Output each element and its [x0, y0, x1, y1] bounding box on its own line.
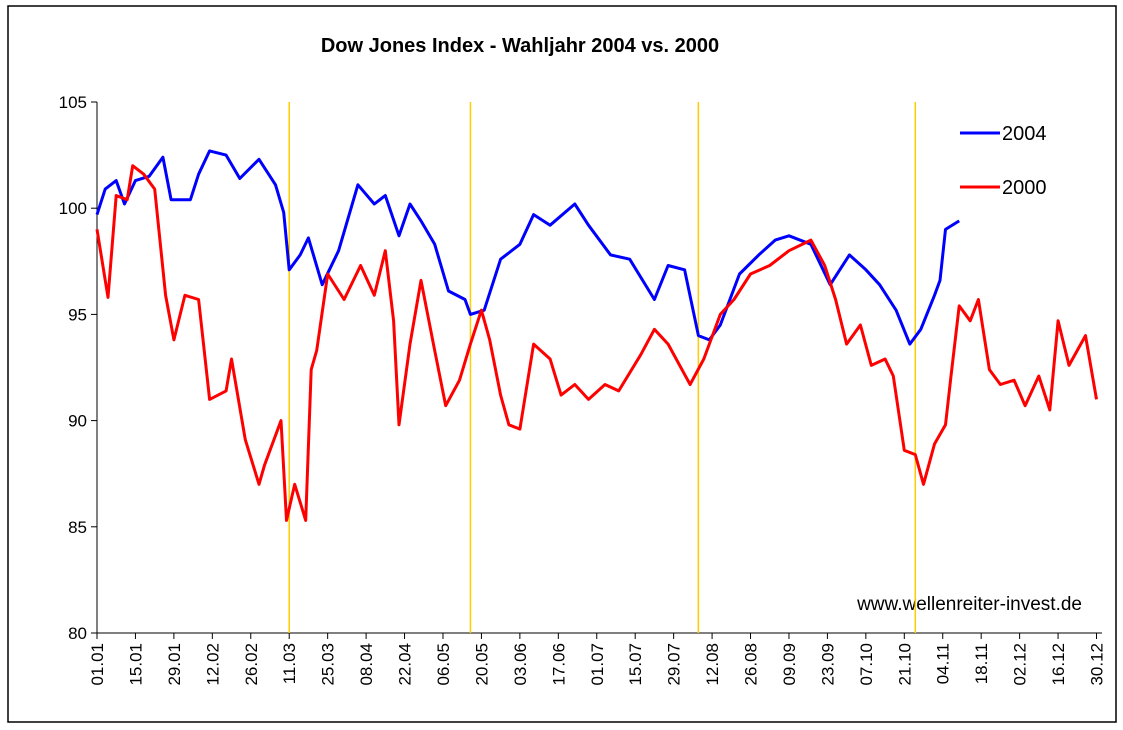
x-tick-label: 16.12 — [1049, 643, 1068, 686]
legend-label: 2000 — [1002, 177, 1047, 199]
x-tick-label: 25.03 — [319, 643, 338, 686]
x-tick-label: 22.04 — [396, 643, 415, 686]
x-tick-label: 03.06 — [511, 643, 530, 686]
x-tick-label: 29.07 — [665, 643, 684, 686]
x-tick-label: 23.09 — [818, 643, 837, 686]
x-tick-label: 02.12 — [1011, 643, 1030, 686]
x-tick-label: 01.01 — [88, 643, 107, 686]
legend-label: 2004 — [1002, 123, 1047, 145]
series-line — [95, 149, 960, 346]
x-tick-label: 09.09 — [780, 643, 799, 686]
x-tick-label: 26.08 — [742, 643, 761, 686]
y-tick-label: 80 — [68, 624, 87, 643]
x-tick-label: 30.12 — [1088, 643, 1107, 686]
x-tick-label: 15.01 — [126, 643, 145, 686]
x-tick-label: 12.02 — [203, 643, 222, 686]
y-tick-label: 105 — [59, 93, 87, 112]
y-tick-label: 95 — [68, 305, 87, 324]
y-tick-label: 85 — [68, 518, 87, 537]
x-tick-label: 29.01 — [165, 643, 184, 686]
x-tick-label: 11.03 — [280, 643, 299, 684]
y-tick-label: 90 — [68, 412, 87, 431]
chart-title: Dow Jones Index - Wahljahr 2004 vs. 2000 — [321, 35, 719, 57]
annotation: www.wellenreiter-invest.de — [856, 594, 1082, 615]
x-tick-label: 04.11 — [934, 643, 953, 684]
x-tick-label: 07.10 — [857, 643, 876, 686]
x-tick-label: 18.11 — [972, 643, 991, 684]
x-tick-label: 21.10 — [895, 643, 914, 686]
x-tick-label: 20.05 — [472, 643, 491, 686]
x-tick-label: 01.07 — [588, 643, 607, 686]
y-tick-label: 100 — [59, 199, 87, 218]
x-tick-label: 15.07 — [626, 643, 645, 686]
x-tick-label: 26.02 — [242, 643, 261, 686]
x-tick-label: 12.08 — [703, 643, 722, 686]
x-tick-label: 06.05 — [434, 643, 453, 686]
x-tick-label: 08.04 — [357, 643, 376, 686]
series-line — [95, 164, 1098, 522]
x-tick-label: 17.06 — [549, 643, 568, 686]
chart-border — [7, 5, 1117, 723]
